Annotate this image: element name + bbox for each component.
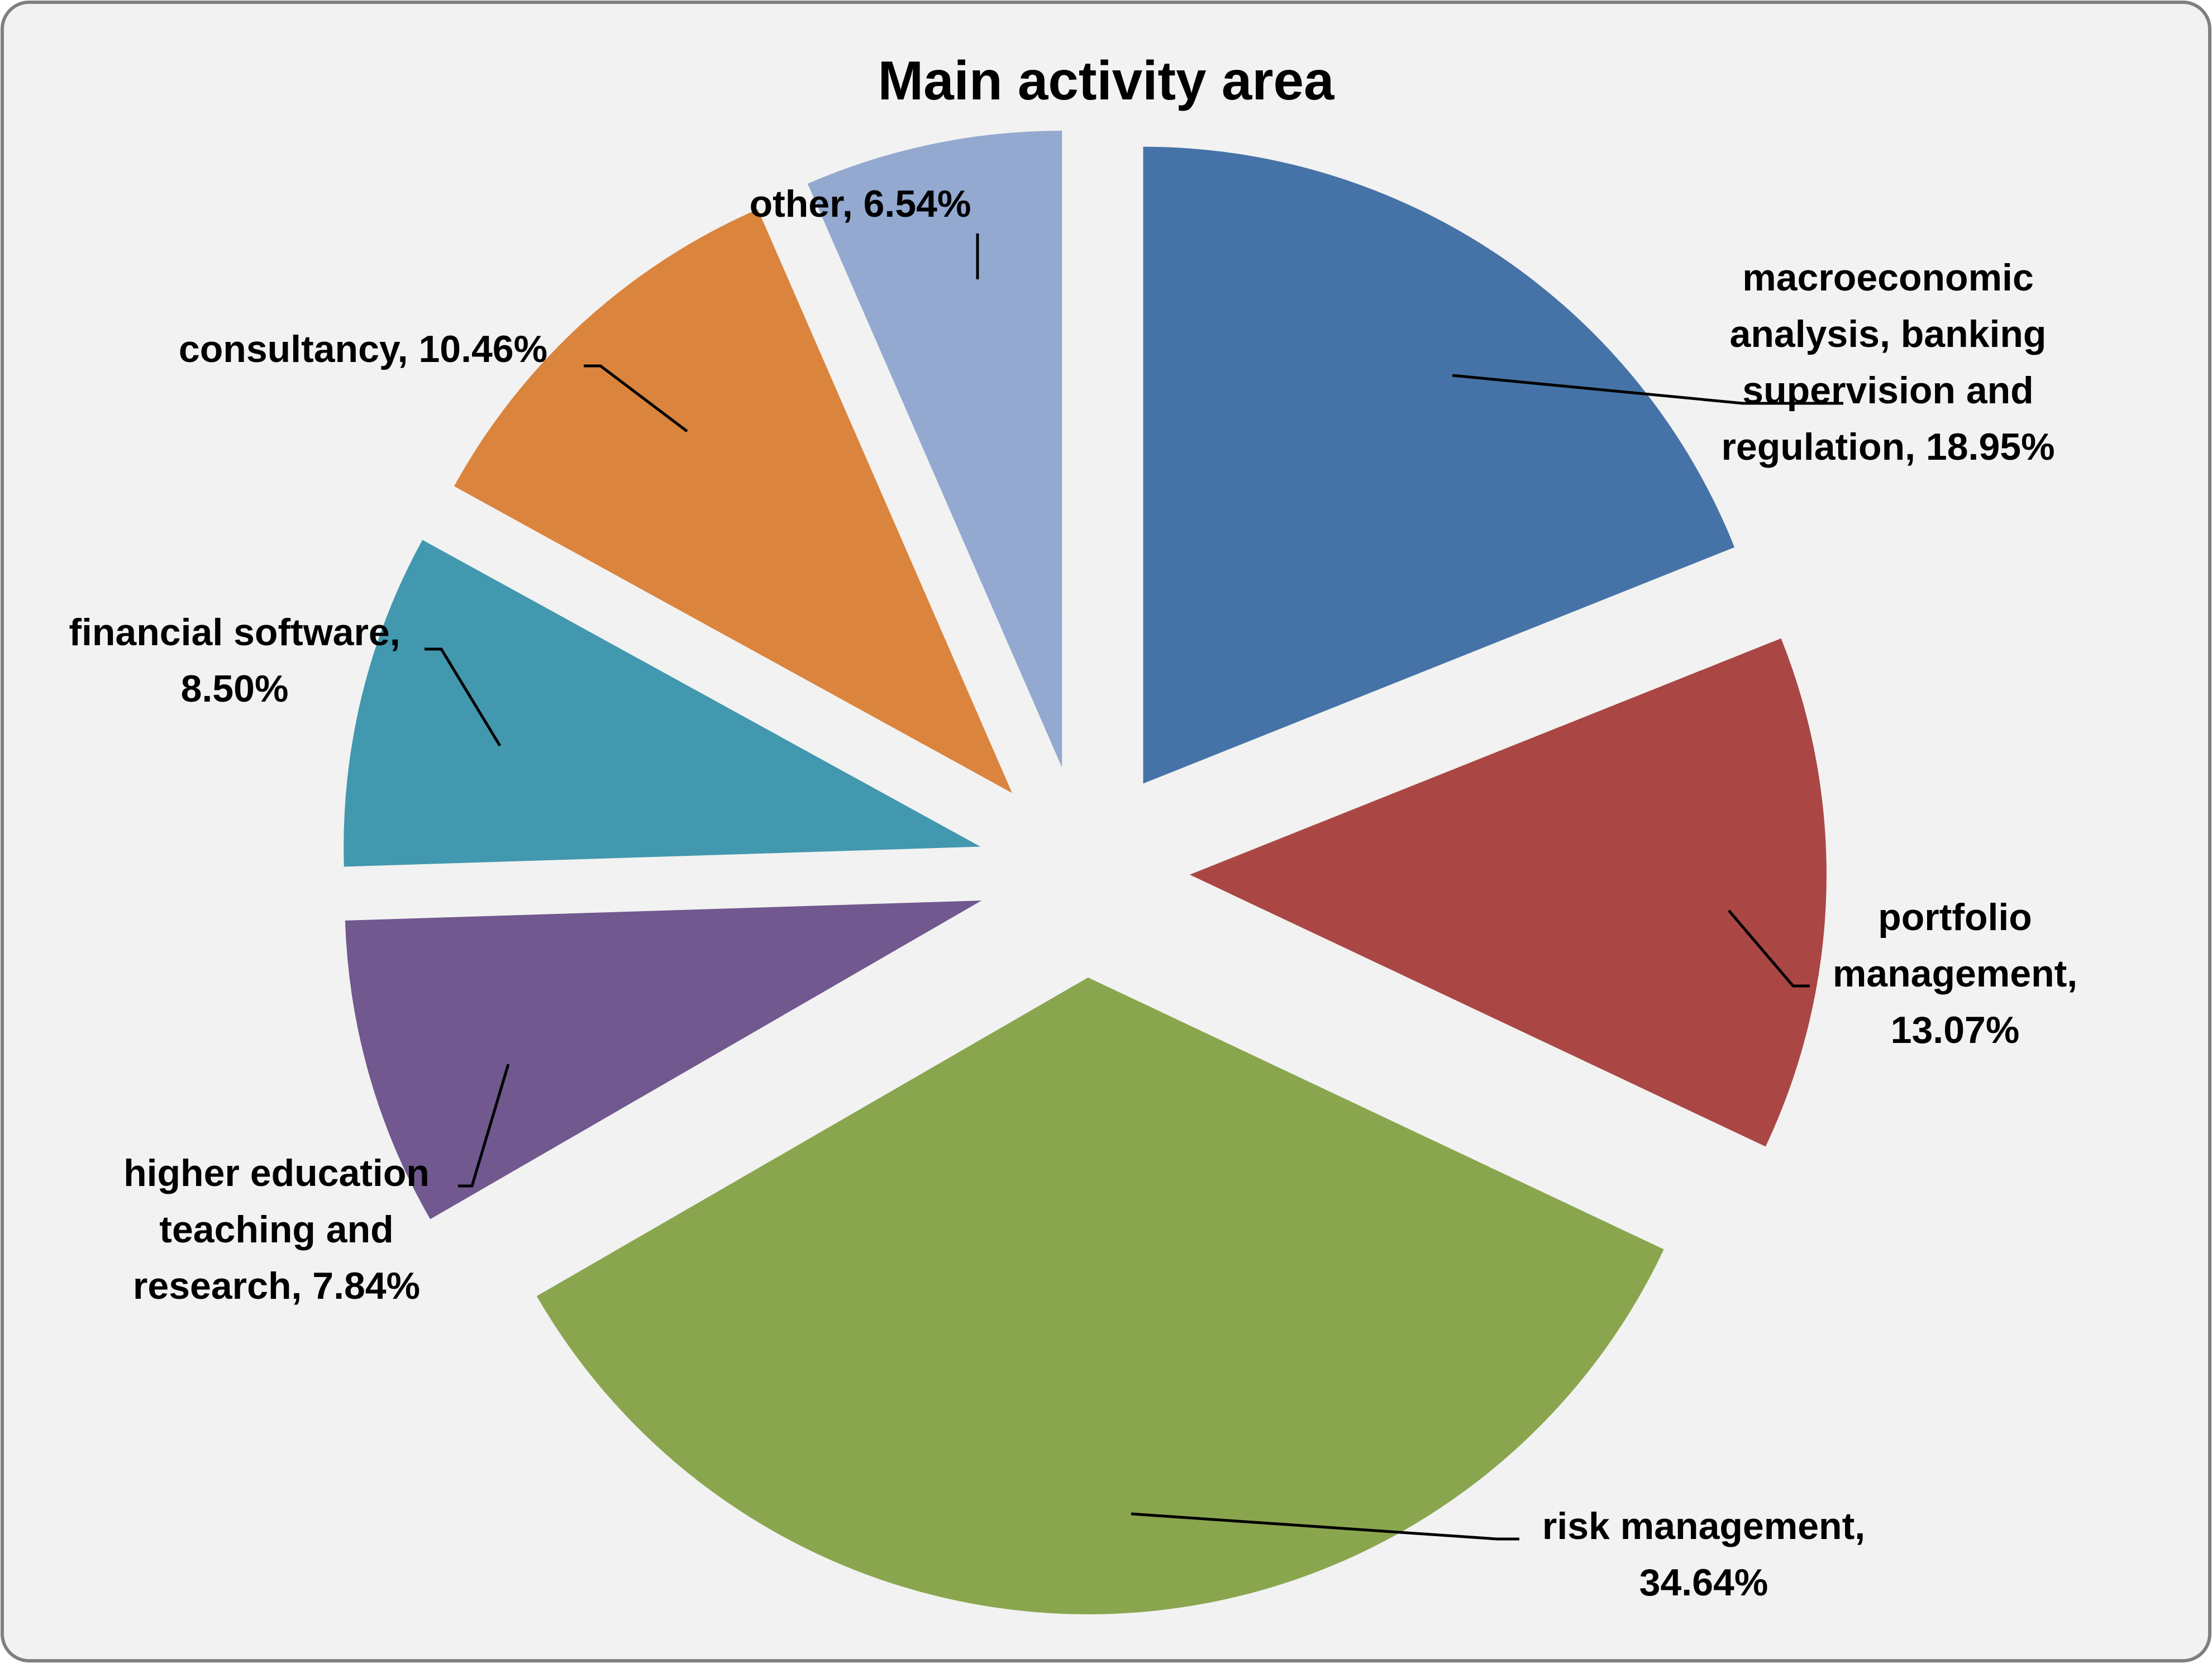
- pie-slice-higher-education-teaching-and-research: [345, 900, 982, 1219]
- data-label-line: 8.50%: [181, 668, 289, 710]
- data-label-line: risk management,: [1542, 1505, 1865, 1547]
- data-label-line: management,: [1833, 952, 2077, 995]
- leader-line: [1728, 909, 1810, 988]
- leader-line: [1452, 374, 1843, 405]
- pie-slice-risk-management: [536, 977, 1664, 1614]
- data-label-line: 13.07%: [1891, 1009, 2020, 1051]
- data-label-line: higher education: [123, 1152, 430, 1194]
- pie-slice-portfolio-management: [1189, 638, 1827, 1147]
- data-label-line: teaching and: [159, 1208, 393, 1251]
- leader-line: [584, 364, 688, 432]
- data-label-line: financial software,: [69, 611, 400, 654]
- data-label-line: supervision and: [1742, 369, 2033, 412]
- data-label-line: macroeconomic: [1742, 256, 2034, 299]
- data-labels: macroeconomic analysis, banking supervisio…: [69, 183, 2077, 1604]
- pie-slice-macroeconomic-analysis-banking-supervision-and-regulation: [1143, 146, 1735, 784]
- data-label-line: 34.64%: [1639, 1561, 1768, 1604]
- data-label-line: consultancy, 10.46%: [179, 328, 547, 370]
- data-label: consultancy, 10.46%: [179, 328, 547, 370]
- data-label: other, 6.54%: [750, 183, 971, 225]
- data-label-line: portfolio: [1878, 896, 2032, 938]
- data-label: macroeconomic analysis, banking supervisio…: [1721, 256, 2054, 468]
- leader-lines: [425, 234, 1843, 1541]
- leader-line: [425, 647, 502, 747]
- data-label: financial software, 8.50%: [69, 611, 400, 710]
- pie-slice-consultancy: [454, 209, 1012, 793]
- data-label: risk management, 34.64%: [1542, 1505, 1865, 1604]
- pie-slice-financial-software: [344, 540, 981, 867]
- data-label-line: analysis, banking: [1730, 313, 2047, 355]
- data-label-line: research, 7.84%: [133, 1265, 420, 1307]
- data-label: higher education teaching and research, 7.…: [123, 1152, 430, 1307]
- pie-slice-other: [807, 130, 1062, 768]
- data-label-line: other, 6.54%: [750, 183, 971, 225]
- leader-line: [458, 1064, 510, 1188]
- leader-line: [1131, 1512, 1519, 1541]
- data-label-line: regulation, 18.95%: [1721, 426, 2054, 468]
- data-label: portfolio management, 13.07%: [1833, 896, 2077, 1051]
- chart-title: Main activity area: [878, 50, 1335, 111]
- pie-slices: [344, 130, 1827, 1614]
